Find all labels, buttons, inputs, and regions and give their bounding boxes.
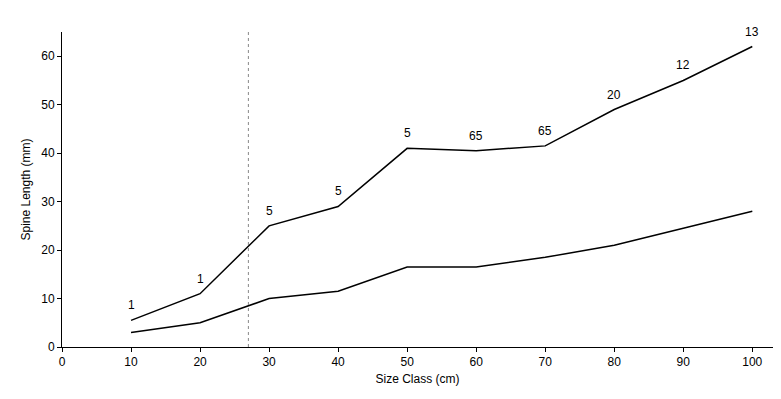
svg-text:12: 12 — [676, 58, 690, 72]
svg-text:10: 10 — [124, 355, 138, 369]
svg-text:30: 30 — [41, 195, 55, 209]
svg-text:13: 13 — [745, 25, 759, 39]
svg-text:5: 5 — [404, 126, 411, 140]
svg-text:0: 0 — [59, 355, 66, 369]
svg-text:5: 5 — [335, 184, 342, 198]
svg-text:90: 90 — [677, 355, 691, 369]
svg-text:70: 70 — [539, 355, 553, 369]
svg-text:40: 40 — [41, 146, 55, 160]
svg-text:20: 20 — [607, 88, 621, 102]
svg-text:65: 65 — [538, 124, 552, 138]
svg-text:0: 0 — [48, 340, 55, 354]
svg-text:40: 40 — [331, 355, 345, 369]
svg-text:50: 50 — [41, 98, 55, 112]
svg-text:1: 1 — [197, 272, 204, 286]
svg-text:80: 80 — [608, 355, 622, 369]
svg-text:60: 60 — [41, 49, 55, 63]
svg-text:10: 10 — [41, 292, 55, 306]
svg-text:Size Class (cm): Size Class (cm) — [375, 372, 459, 386]
svg-text:30: 30 — [262, 355, 276, 369]
svg-text:50: 50 — [400, 355, 414, 369]
svg-text:Spine Length (mm): Spine Length (mm) — [19, 138, 33, 240]
svg-text:5: 5 — [266, 204, 273, 218]
svg-text:65: 65 — [469, 129, 483, 143]
svg-text:60: 60 — [469, 355, 483, 369]
svg-text:20: 20 — [41, 243, 55, 257]
svg-text:100: 100 — [742, 355, 762, 369]
svg-text:20: 20 — [193, 355, 207, 369]
svg-text:1: 1 — [128, 298, 135, 312]
